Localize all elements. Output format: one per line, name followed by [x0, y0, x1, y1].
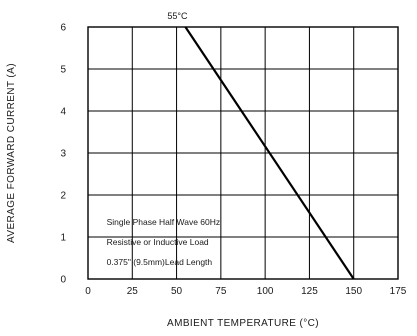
derating-curve-line — [184, 26, 355, 280]
x-tick-label: 150 — [345, 286, 362, 297]
grid-lines — [88, 27, 398, 279]
x-tick-label: 0 — [85, 286, 91, 297]
series-layer — [184, 26, 355, 280]
chart-notes: Single Phase Half Wave 60Hz Resistive or … — [107, 217, 221, 267]
chart-note: 0.375" (9.5mm)Lead Length — [107, 257, 213, 267]
x-tick-labels: 0 25 50 75 100 125 150 175 — [85, 286, 407, 297]
x-tick-label: 75 — [215, 286, 227, 297]
x-tick-label: 50 — [171, 286, 183, 297]
annotation-55c: 55°C — [167, 11, 188, 21]
y-tick-label: 6 — [60, 23, 66, 34]
x-tick-label: 125 — [301, 286, 318, 297]
y-tick-label: 5 — [60, 65, 66, 76]
y-tick-label: 1 — [60, 233, 66, 244]
y-tick-label: 4 — [60, 107, 66, 118]
chart-note: Resistive or Inductive Load — [107, 237, 209, 247]
plot-frame — [87, 26, 399, 280]
y-tick-label: 2 — [60, 191, 66, 202]
y-tick-label: 0 — [60, 275, 66, 286]
y-tick-labels: 0 1 2 3 4 5 6 — [60, 23, 66, 286]
x-tick-label: 25 — [127, 286, 139, 297]
x-axis-title: AMBIENT TEMPERATURE (°C) — [167, 318, 319, 329]
y-tick-label: 3 — [60, 149, 66, 160]
x-tick-label: 100 — [257, 286, 274, 297]
x-tick-label: 175 — [390, 286, 407, 297]
chart-note: Single Phase Half Wave 60Hz — [107, 217, 221, 227]
y-axis-title: AVERAGE FORWARD CURRENT (A) — [6, 63, 17, 243]
